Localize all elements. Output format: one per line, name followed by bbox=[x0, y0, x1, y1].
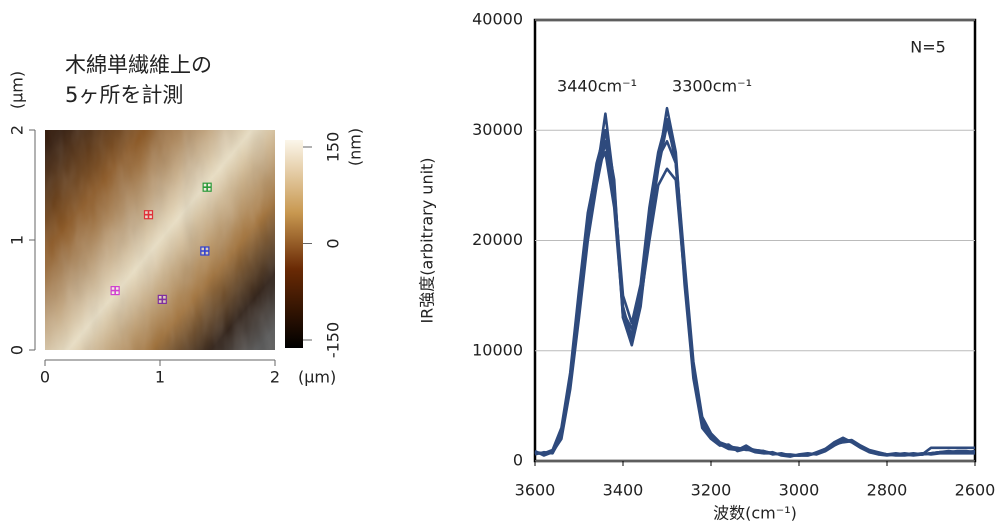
x-tick-label: 2 bbox=[270, 368, 280, 387]
colorbar bbox=[285, 140, 303, 348]
colorbar-tick-label: 0 bbox=[324, 238, 343, 248]
x-axis-label: (µm) bbox=[298, 368, 336, 387]
point-cross bbox=[158, 295, 167, 304]
y-tick-label: 30000 bbox=[472, 120, 523, 139]
measure-point bbox=[202, 182, 212, 192]
y-axis-label: (µm) bbox=[8, 71, 27, 109]
x-tick-label: 0 bbox=[40, 368, 50, 387]
spectrum-line bbox=[535, 123, 975, 457]
spectrum-line bbox=[534, 151, 976, 457]
y-tick-label: 20000 bbox=[472, 230, 523, 249]
title-line: 5ヶ所を計測 bbox=[65, 83, 183, 107]
measure-point bbox=[110, 286, 120, 296]
y-tick-label: 40000 bbox=[472, 10, 523, 29]
y-tick-label: 0 bbox=[513, 451, 523, 470]
y-tick-label: 2 bbox=[8, 125, 27, 135]
annotation: 3300cm⁻¹ bbox=[672, 77, 752, 96]
x-tick-label: 2800 bbox=[867, 481, 908, 500]
y-tick-label: 0 bbox=[8, 345, 27, 355]
point-cross bbox=[144, 210, 153, 219]
colorbar-tick-label: -150 bbox=[324, 322, 343, 358]
x-tick-label: 3000 bbox=[779, 481, 820, 500]
spectrum-panel: 0 10000 20000 30000 40000 3600 3400 3200 3000 280… bbox=[418, 10, 996, 523]
x-axis-label: 波数(cm⁻¹) bbox=[713, 504, 797, 523]
spectrum-line bbox=[534, 129, 976, 457]
measure-point bbox=[200, 246, 210, 256]
measure-point bbox=[157, 294, 167, 304]
point-cross bbox=[111, 286, 120, 295]
point-cross bbox=[200, 247, 209, 255]
annotation: 3440cm⁻¹ bbox=[557, 77, 637, 96]
y-tick-label: 1 bbox=[8, 235, 27, 245]
colorbar-tick-label: 150 bbox=[324, 132, 343, 163]
x-tick-label: 2600 bbox=[955, 481, 996, 500]
y-tick-label: 10000 bbox=[472, 340, 523, 359]
annotation: N=5 bbox=[910, 38, 946, 57]
measure-point bbox=[143, 210, 154, 220]
x-tick-label: 3200 bbox=[691, 481, 732, 500]
y-axis-label: IR強度(arbitrary unit) bbox=[418, 157, 437, 323]
colorbar-label: (nm) bbox=[346, 128, 365, 166]
afm-texture bbox=[45, 130, 275, 350]
x-tick-label: 3600 bbox=[515, 481, 556, 500]
afm-panel: 木綿単繊維上の 5ヶ所を計測 0 1 2 0 1 2 (µm) (µm) 150 0 -150 (nm) bbox=[8, 53, 365, 387]
x-tick-label: 1 bbox=[155, 368, 165, 387]
point-cross bbox=[203, 183, 212, 192]
title-line: 木綿単繊維上の bbox=[65, 53, 212, 77]
x-tick-label: 3400 bbox=[603, 481, 644, 500]
